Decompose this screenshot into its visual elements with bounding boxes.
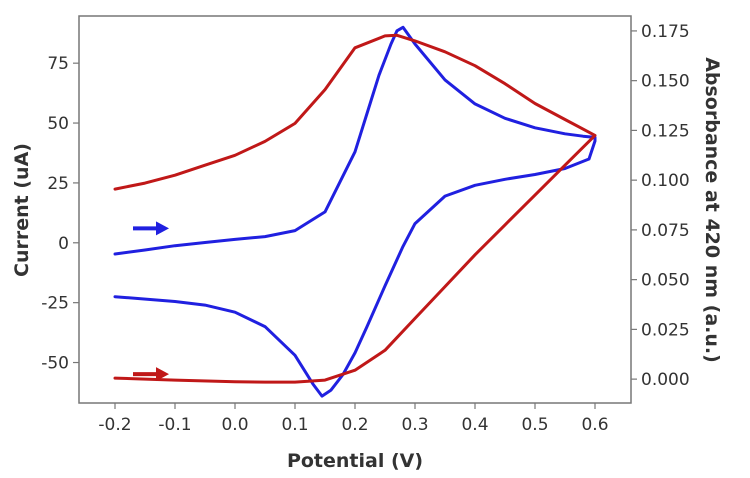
left-y-tick-label: 75 (47, 54, 69, 74)
right-y-tick-label: 0.025 (641, 320, 690, 340)
plot-frame (78, 15, 632, 404)
data-series (113, 25, 597, 398)
right-y-axis-title: Absorbance at 420 nm (a.u.) (701, 57, 723, 363)
x-tick-label: -0.2 (98, 415, 131, 435)
right-y-tick-label: 0.050 (641, 271, 690, 291)
x-tick-label: 0.2 (341, 415, 368, 435)
right-y-tick-label: 0.175 (641, 22, 690, 42)
x-tick-label: -0.1 (158, 415, 191, 435)
left-y-axis-ticks: 75 50 25 0 -25 -50 (41, 54, 79, 374)
left-y-tick-label: 25 (47, 174, 69, 194)
x-axis-title: Potential (V) (287, 450, 423, 472)
x-tick-label: 0.4 (461, 415, 488, 435)
blue-series-line (113, 25, 597, 398)
blue-arrow-icon (133, 221, 169, 236)
x-tick-label: 0.3 (401, 415, 428, 435)
right-y-tick-label: 0.125 (641, 121, 690, 141)
x-tick-label: 0.6 (581, 415, 608, 435)
x-tick-label: 0.5 (521, 415, 548, 435)
right-y-tick-label: 0.150 (641, 72, 690, 92)
right-y-tick-label: 0.100 (641, 171, 690, 191)
right-y-axis-ticks: 0.175 0.150 0.125 0.100 0.075 0.050 0.025 0.000 (631, 22, 690, 390)
x-axis-ticks: -0.2 -0.1 0.0 0.1 0.2 0.3 0.4 0.5 0.6 (98, 403, 609, 435)
x-tick-label: 0.1 (281, 415, 308, 435)
right-y-tick-label: 0.000 (641, 370, 690, 390)
left-y-tick-label: -25 (41, 294, 69, 314)
left-y-axis-title: Current (uA) (11, 143, 33, 277)
x-tick-label: 0.0 (221, 415, 248, 435)
right-y-tick-label: 0.075 (641, 221, 690, 241)
left-y-tick-label: 0 (58, 234, 69, 254)
left-y-tick-label: -50 (41, 354, 69, 374)
left-y-tick-label: 50 (47, 114, 69, 134)
direction-arrows (133, 221, 169, 382)
red-series-line (113, 33, 597, 384)
red-arrow-icon (133, 367, 169, 382)
